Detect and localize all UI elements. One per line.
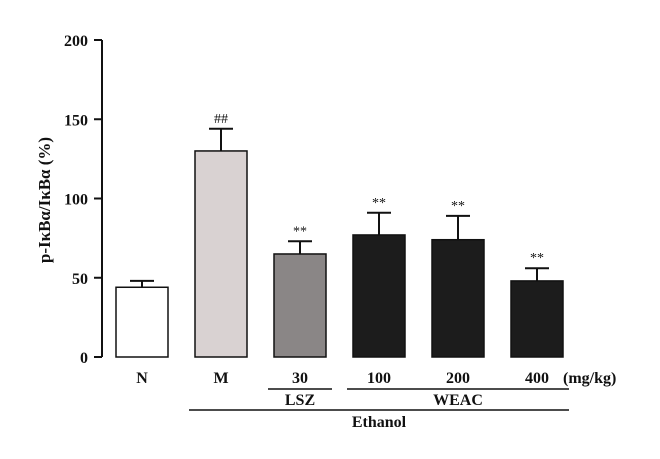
- bar: [510, 280, 564, 358]
- y-axis-label: p-IκBα/IκBα (%): [35, 137, 54, 263]
- dose-unit-label: (mg/kg): [563, 370, 616, 387]
- category-label: 30: [292, 370, 308, 387]
- significance-label: **: [293, 224, 307, 239]
- group-label: Ethanol: [352, 414, 407, 431]
- significance-label: **: [372, 196, 386, 211]
- y-axis: 0 50 100 150 200: [64, 33, 103, 367]
- category-label: N: [136, 370, 148, 387]
- category-labels: N M 30 100 200 400: [136, 370, 549, 387]
- category-label: 200: [446, 370, 470, 387]
- significance-label: ##: [214, 112, 228, 127]
- y-tick-label: 150: [64, 112, 88, 129]
- bar: [194, 150, 248, 358]
- group-brackets: LSZ WEAC Ethanol: [189, 388, 569, 431]
- significance-label: **: [451, 199, 465, 214]
- bar: [273, 253, 327, 358]
- significance-label: **: [530, 251, 544, 266]
- bar: [115, 286, 169, 358]
- group-label: WEAC: [433, 392, 483, 409]
- bar: [431, 238, 485, 358]
- bar: [352, 234, 406, 358]
- bars: ## ** ** ** **: [115, 112, 564, 358]
- group-label: LSZ: [285, 392, 315, 409]
- category-label: 100: [367, 370, 391, 387]
- category-label: M: [213, 370, 228, 387]
- y-tick-label: 0: [80, 350, 88, 367]
- category-label: 400: [525, 370, 549, 387]
- y-tick-label: 50: [72, 271, 88, 288]
- y-tick-label: 100: [64, 192, 88, 209]
- y-tick-label: 200: [64, 33, 88, 50]
